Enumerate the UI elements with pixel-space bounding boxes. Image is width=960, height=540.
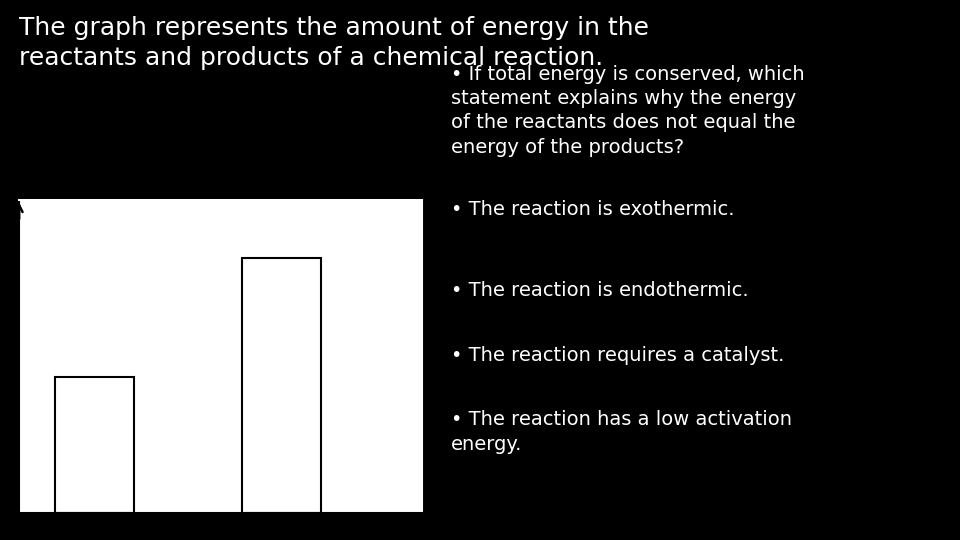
Text: • The reaction is endothermic.: • The reaction is endothermic. bbox=[451, 281, 749, 300]
Bar bbox=[55, 377, 133, 513]
Bar bbox=[242, 258, 322, 513]
Text: • If total energy is conserved, which
statement explains why the energy
of the r: • If total energy is conserved, which st… bbox=[451, 65, 804, 157]
Y-axis label: Energy: Energy bbox=[0, 321, 13, 392]
Text: • The reaction requires a catalyst.: • The reaction requires a catalyst. bbox=[451, 346, 784, 365]
Text: • The reaction has a low activation
energy.: • The reaction has a low activation ener… bbox=[451, 410, 792, 454]
Text: The graph represents the amount of energy in the
reactants and products of a che: The graph represents the amount of energ… bbox=[19, 16, 649, 70]
Text: • The reaction is exothermic.: • The reaction is exothermic. bbox=[451, 200, 734, 219]
